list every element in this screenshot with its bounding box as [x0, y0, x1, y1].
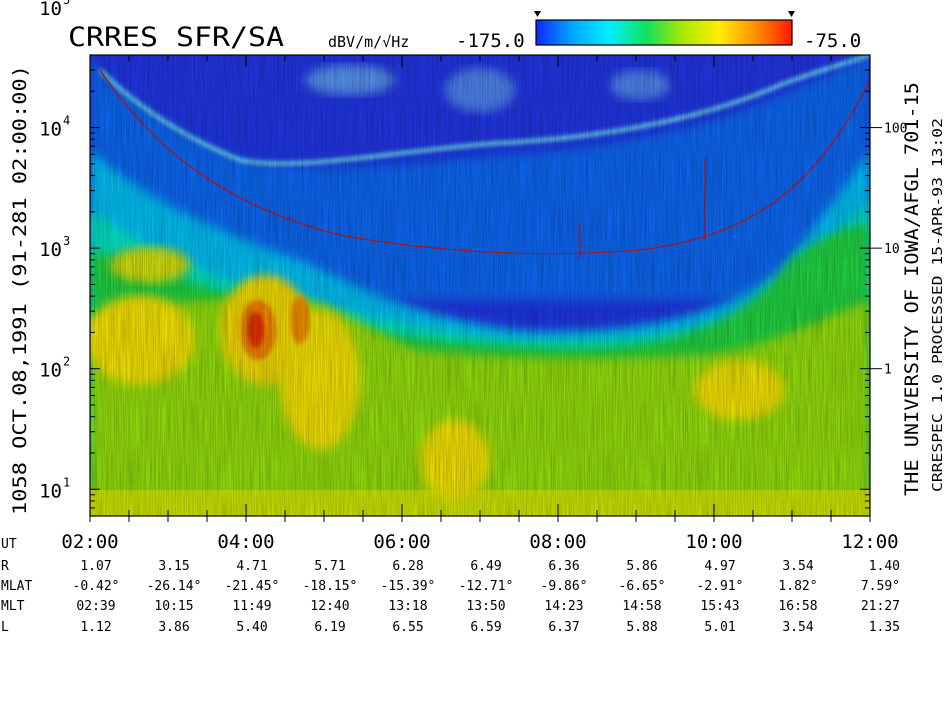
- ephemeris-value: 21:27: [861, 599, 900, 614]
- y-tick-label: 10: [39, 239, 62, 261]
- colorbar-max-label: -75.0: [804, 30, 861, 52]
- ephemeris-value: 6.59: [470, 620, 501, 635]
- ephemeris-value: 14:23: [544, 599, 583, 614]
- ephemeris-row-label: UT: [1, 537, 17, 552]
- colorbar-min-label: -175.0: [456, 30, 525, 52]
- ephemeris-value: 4.71: [236, 559, 267, 574]
- ephemeris-value: 6.37: [548, 620, 579, 635]
- ephemeris-row-label: R: [1, 559, 9, 574]
- ephemeris-value: 1.40: [869, 559, 900, 574]
- left-side-label: 1058 OCT.08,1991 (91-281 02:00:00): [9, 65, 31, 515]
- ephemeris-value: -26.14°: [147, 579, 202, 594]
- right-tick-label: 1: [884, 363, 892, 378]
- ephemeris-value: 10:15: [154, 599, 193, 614]
- y-tick-exponent: 3: [63, 234, 70, 248]
- ephemeris-value: -9.86°: [541, 579, 588, 594]
- ephemeris-value: -15.39°: [381, 579, 436, 594]
- ephemeris-value: 6.28: [392, 559, 423, 574]
- ephemeris-value: 3.86: [158, 620, 189, 635]
- y-tick-label: 10: [39, 119, 62, 141]
- ephemeris-value: -21.45°: [225, 579, 280, 594]
- y-tick-label: 10: [39, 480, 62, 502]
- left-axis-ticks: [90, 54, 100, 517]
- ephemeris-value: 6.19: [314, 620, 345, 635]
- right-tick-label: 100: [884, 122, 907, 137]
- ephemeris-value: 3.54: [782, 620, 813, 635]
- ephemeris-value: 3.15: [158, 559, 189, 574]
- ephemeris-value: 12:40: [310, 599, 349, 614]
- ephemeris-value: 5.01: [704, 620, 735, 635]
- units-label: dBV/m/√Hz: [328, 33, 409, 51]
- ephemeris-value: -12.71°: [459, 579, 514, 594]
- ephemeris-value: 15:43: [700, 599, 739, 614]
- ephemeris-value: 6.55: [392, 620, 423, 635]
- ephemeris-table: UT R 1.07 3.15 4.71 5.71 6.28 6.49 6.36 5.86 4.97 3…: [1, 537, 900, 635]
- chart-title: CRRES SFR/SA: [68, 22, 284, 53]
- x-tick-label: 10:00: [685, 531, 742, 553]
- y-tick-exponent: 5: [63, 0, 70, 7]
- ephemeris-value: 13:18: [388, 599, 427, 614]
- ephemeris-value: 11:49: [232, 599, 271, 614]
- ephemeris-value: 6.36: [548, 559, 579, 574]
- x-tick-label: 04:00: [217, 531, 274, 553]
- ephemeris-row-label: MLAT: [1, 579, 32, 594]
- colorbar-min-marker: [534, 11, 541, 17]
- ephemeris-value: 16:58: [778, 599, 817, 614]
- ephemeris-value: 5.71: [314, 559, 345, 574]
- colorbar-max-marker: [788, 11, 795, 17]
- ephemeris-value: 1.12: [80, 620, 111, 635]
- x-axis-labels: 02:00 04:00 06:00 08:00 10:00 12:00: [61, 531, 898, 553]
- right-side-label: THE UNIVERSITY OF IOWA/AFGL 701-15: [901, 82, 923, 496]
- ephemeris-value: 14:58: [622, 599, 661, 614]
- ephemeris-value: 13:50: [466, 599, 505, 614]
- ephemeris-value: 6.49: [470, 559, 501, 574]
- x-tick-label: 02:00: [61, 531, 118, 553]
- right-axis-labels: 1 10 100: [870, 122, 907, 378]
- x-tick-label: 12:00: [841, 531, 898, 553]
- x-axis-ticks: [89, 55, 871, 522]
- x-tick-label: 08:00: [529, 531, 586, 553]
- y-tick-label: 10: [39, 360, 62, 382]
- right-side-label-2: CRRESPEC 1.0 PROCESSED 15-APR-93 13:02: [931, 118, 945, 492]
- ephemeris-value: -6.65°: [619, 579, 666, 594]
- ephemeris-row-label: MLT: [1, 599, 25, 614]
- y-tick-exponent: 1: [63, 475, 70, 489]
- ephemeris-value: -18.15°: [303, 579, 358, 594]
- ephemeris-row-label: L: [1, 620, 9, 635]
- ephemeris-value: 5.40: [236, 620, 267, 635]
- spectrogram-plot: [90, 55, 870, 516]
- y-tick-exponent: 4: [63, 114, 70, 128]
- ephemeris-value: 1.35: [869, 620, 900, 635]
- ephemeris-value: 3.54: [782, 559, 813, 574]
- ephemeris-value: -2.91°: [697, 579, 744, 594]
- x-tick-label: 06:00: [373, 531, 430, 553]
- ephemeris-value: 1.07: [80, 559, 111, 574]
- ephemeris-value: 4.97: [704, 559, 735, 574]
- ephemeris-value: 5.88: [626, 620, 657, 635]
- ephemeris-value: 02:39: [76, 599, 115, 614]
- ephemeris-value: 7.59°: [861, 579, 900, 594]
- colorbar: [535, 19, 793, 46]
- y-tick-exponent: 2: [63, 355, 70, 369]
- ephemeris-value: 1.82°: [778, 579, 817, 594]
- ephemeris-value: 5.86: [626, 559, 657, 574]
- right-axis-ticks: [860, 54, 870, 517]
- right-tick-label: 10: [884, 242, 900, 257]
- y-tick-label: 10: [39, 0, 62, 20]
- ephemeris-value: -0.42°: [73, 579, 120, 594]
